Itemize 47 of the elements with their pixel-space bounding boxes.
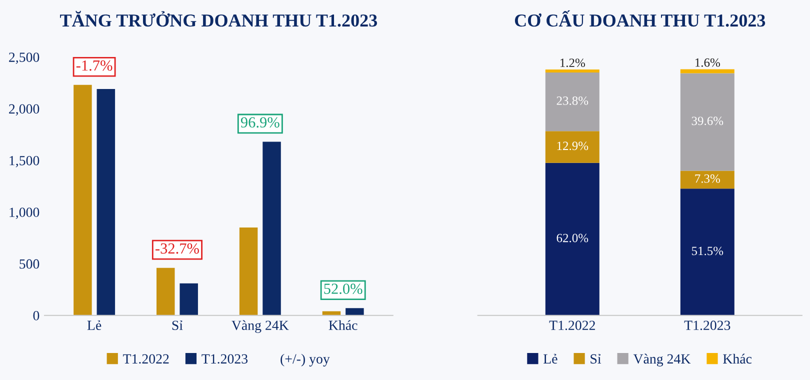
annotation: 52.0% <box>324 284 362 294</box>
bar <box>545 72 600 132</box>
text: (+/-) yoy <box>280 354 330 366</box>
chart-title: CƠ CẤU DOANH THU T1.2023 <box>514 10 766 27</box>
annotation: -32.7% <box>156 243 199 254</box>
legend-label: T1.2022 <box>123 354 169 364</box>
y-tick-label: 2,500 <box>9 52 40 64</box>
x-tick-label: Khác <box>328 320 358 330</box>
data-label: 51.5% <box>692 246 724 256</box>
bar <box>545 70 600 73</box>
data-label: 7.3% <box>695 174 720 183</box>
data-label: 39.6% <box>692 116 724 126</box>
data-label: 23.8% <box>556 96 588 105</box>
y-tick-label: 1,000 <box>10 208 40 219</box>
chart-title: TĂNG TRƯỞNG DOANH THU T1.2023 <box>60 10 378 27</box>
bar <box>180 283 198 316</box>
annotation: 96.9% <box>240 117 280 128</box>
data-label: 1.2% <box>560 58 585 68</box>
bar <box>96 89 116 316</box>
legend-label: Khác <box>723 354 752 364</box>
bar <box>239 228 258 316</box>
data-label: 12.9% <box>557 142 588 150</box>
legend-label: Vàng 24K <box>633 354 691 366</box>
bar <box>262 142 281 316</box>
bar <box>545 162 600 316</box>
x-tick-label: T1.2022 <box>549 320 595 330</box>
data-label: 1.6% <box>695 58 720 67</box>
y-tick-label: 2,000 <box>9 104 40 116</box>
y-tick-label: 500 <box>20 259 40 269</box>
bar <box>680 73 734 171</box>
legend-label: Lẻ <box>544 354 558 364</box>
x-tick-label: Vàng 24K <box>232 320 289 333</box>
bar <box>680 188 734 316</box>
bar <box>346 308 364 316</box>
data-label: 62.0% <box>556 234 588 242</box>
y-tick-label: 1,500 <box>10 156 40 168</box>
bar <box>680 170 734 189</box>
bar <box>156 268 175 316</box>
annotation: -1.7% <box>76 60 112 71</box>
y-tick-label: 0 <box>33 310 40 320</box>
x-tick-label: T1.2023 <box>684 320 730 330</box>
x-tick-label: Lẻ <box>87 320 102 330</box>
x-tick-label: Sỉ <box>172 320 183 330</box>
legend-label: Sỉ <box>590 354 602 364</box>
bar <box>545 131 600 163</box>
legend-label: T1.2023 <box>202 354 248 364</box>
bar <box>74 84 92 316</box>
